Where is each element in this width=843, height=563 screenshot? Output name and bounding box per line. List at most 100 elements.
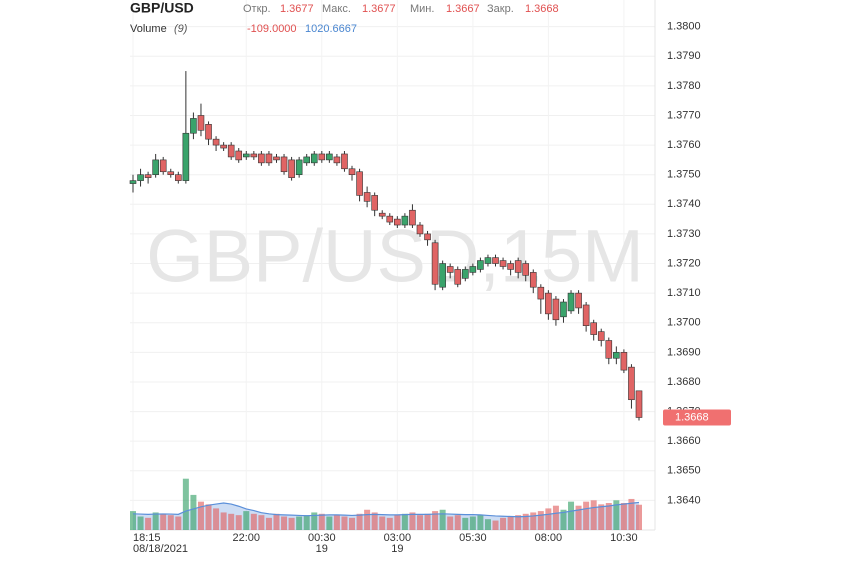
volume-bar bbox=[416, 515, 423, 530]
candle-body bbox=[386, 215, 394, 223]
candle-body bbox=[159, 159, 167, 173]
volume-bar bbox=[590, 500, 597, 530]
volume-bar bbox=[182, 478, 189, 530]
volume-bar bbox=[281, 516, 288, 530]
volume-bar bbox=[394, 515, 401, 530]
volume-bar bbox=[439, 509, 446, 530]
volume-bar bbox=[379, 516, 386, 530]
volume-bar bbox=[349, 517, 356, 530]
candle-body bbox=[424, 233, 431, 241]
volume-bar bbox=[583, 501, 590, 530]
candle-body bbox=[212, 138, 220, 146]
x-tick-sublabel: 08/18/2021 bbox=[133, 543, 188, 555]
candle-body bbox=[144, 174, 152, 178]
x-tick-label: 00:30 bbox=[308, 532, 336, 544]
volume-bar bbox=[500, 517, 507, 530]
candle-body bbox=[507, 263, 514, 270]
volume-period: (9) bbox=[174, 23, 188, 35]
candle-body bbox=[227, 144, 235, 158]
x-tick-label: 08:00 bbox=[535, 532, 563, 544]
x-tick-label: 05:30 bbox=[459, 532, 487, 544]
candle-body bbox=[273, 156, 280, 161]
volume-bar bbox=[152, 512, 159, 530]
header-label: Откр. bbox=[243, 3, 271, 15]
header-value: 1.3677 bbox=[280, 3, 314, 15]
volume-bar bbox=[628, 498, 635, 530]
volume-bar bbox=[552, 505, 559, 530]
candle-body bbox=[439, 263, 446, 288]
candle-body bbox=[205, 124, 212, 140]
candle-body bbox=[597, 331, 605, 341]
volume-bar bbox=[424, 513, 431, 530]
header-label: Макс. bbox=[322, 3, 351, 15]
candle-body bbox=[197, 115, 205, 131]
volume-label: Volume bbox=[130, 23, 167, 35]
candle-body bbox=[613, 352, 620, 359]
volume-bar bbox=[484, 519, 491, 530]
volume-bar bbox=[318, 513, 325, 530]
y-tick-label: 1.3710 bbox=[667, 287, 701, 299]
candle-body bbox=[190, 118, 197, 134]
candle-body bbox=[371, 195, 378, 211]
y-tick-label: 1.3640 bbox=[667, 494, 701, 506]
volume-ma-line bbox=[132, 501, 640, 518]
candle-body bbox=[318, 153, 326, 161]
volume-bar bbox=[311, 512, 318, 530]
y-tick-label: 1.3770 bbox=[667, 109, 701, 121]
candle-body bbox=[477, 260, 484, 270]
candle-body bbox=[167, 171, 175, 175]
x-tick-label: 18:15 bbox=[133, 532, 161, 544]
volume-bar bbox=[250, 513, 257, 530]
x-tick-sublabel: 19 bbox=[316, 543, 328, 555]
volume-bar bbox=[228, 513, 235, 530]
volume-bar bbox=[296, 516, 303, 530]
candle-body bbox=[333, 156, 341, 164]
candle-body bbox=[280, 156, 288, 173]
volume-bar bbox=[401, 513, 408, 530]
x-tick-sublabel: 19 bbox=[391, 543, 403, 555]
candle-body bbox=[265, 153, 273, 164]
candle-body bbox=[394, 218, 401, 226]
last-price-box bbox=[663, 409, 731, 426]
candle-body bbox=[341, 153, 348, 170]
header-value: 1.3677 bbox=[362, 3, 396, 15]
volume-bar bbox=[613, 500, 620, 530]
volume-bar bbox=[175, 516, 182, 530]
candle-body bbox=[431, 242, 439, 285]
volume-bar bbox=[356, 513, 363, 530]
candle-body bbox=[499, 260, 507, 267]
volume-bar bbox=[333, 515, 340, 530]
candle-body bbox=[514, 260, 522, 273]
candle-body bbox=[575, 292, 582, 309]
y-tick-label: 1.3760 bbox=[667, 139, 701, 151]
x-tick-label: 03:00 bbox=[384, 532, 412, 544]
volume-bar bbox=[636, 504, 642, 530]
candle-body bbox=[529, 272, 537, 288]
candle-body bbox=[258, 153, 265, 164]
candle-body bbox=[582, 304, 590, 326]
y-tick-label: 1.3780 bbox=[667, 80, 701, 92]
volume-bar bbox=[243, 511, 250, 530]
candle-body bbox=[326, 153, 333, 161]
volume-bar bbox=[432, 511, 439, 530]
volume-bar bbox=[447, 516, 454, 530]
y-tick-label: 1.3700 bbox=[667, 317, 701, 329]
header-value: 1.3667 bbox=[446, 3, 480, 15]
volume-bar bbox=[575, 505, 582, 530]
volume-bar bbox=[545, 508, 552, 530]
volume-bar bbox=[560, 509, 567, 530]
y-tick-label: 1.3680 bbox=[667, 376, 701, 388]
candle-body bbox=[461, 269, 469, 279]
volume-bar bbox=[303, 515, 310, 530]
volume-bar bbox=[326, 516, 333, 530]
volume-bar bbox=[145, 517, 152, 530]
volume-bar bbox=[605, 503, 612, 530]
volume-bar bbox=[130, 511, 136, 530]
volume-bar bbox=[167, 515, 174, 530]
candle-body bbox=[356, 171, 363, 196]
candle-body bbox=[560, 301, 567, 318]
candle-body bbox=[416, 224, 424, 235]
y-tick-label: 1.3790 bbox=[667, 50, 701, 62]
candle-body bbox=[235, 150, 243, 161]
volume-bar bbox=[364, 509, 371, 530]
